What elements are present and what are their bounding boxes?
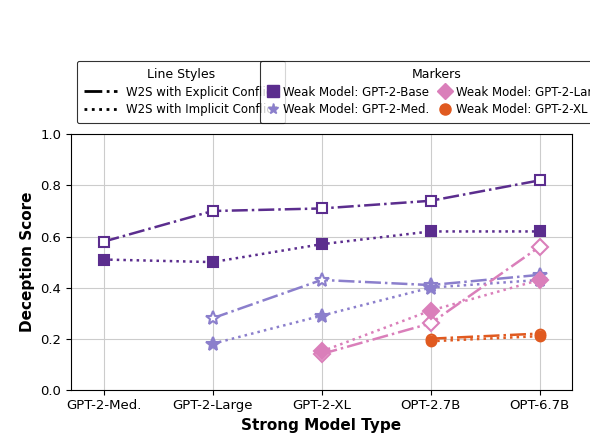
Y-axis label: Deception Score: Deception Score	[19, 192, 35, 332]
Legend: Weak Model: GPT-2-Base, Weak Model: GPT-2-Med., Weak Model: GPT-2-Large, Weak Mo: Weak Model: GPT-2-Base, Weak Model: GPT-…	[260, 61, 590, 123]
X-axis label: Strong Model Type: Strong Model Type	[241, 418, 402, 433]
